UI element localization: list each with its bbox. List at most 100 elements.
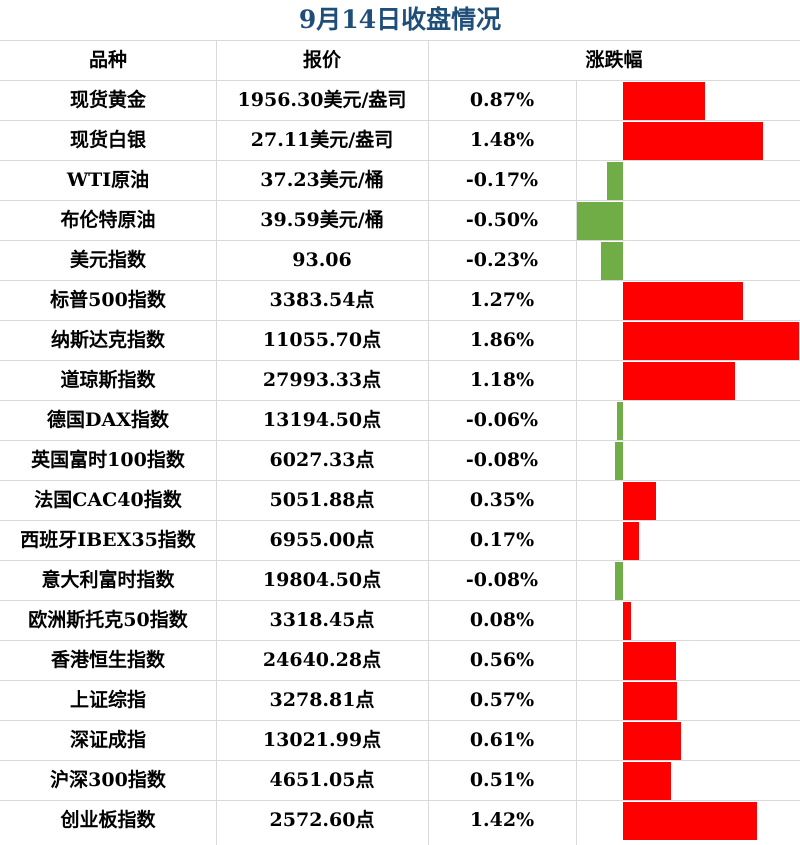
instrument-name: 布伦特原油 bbox=[60, 209, 156, 231]
change-percent: 0.61% bbox=[469, 729, 535, 751]
instrument-price: 93.06 bbox=[292, 249, 352, 271]
instrument-price: 3383.54点 bbox=[269, 289, 375, 311]
instrument-name: 上证综指 bbox=[69, 689, 146, 711]
table-row: 标普500指数 3383.54点 1.27% bbox=[0, 280, 800, 320]
change-bar bbox=[623, 522, 640, 560]
table-row: 布伦特原油 39.59美元/桶 -0.50% bbox=[0, 200, 800, 240]
instrument-name: 沪深300指数 bbox=[50, 769, 166, 791]
instrument-price: 27993.33点 bbox=[262, 369, 382, 391]
change-bar bbox=[623, 282, 744, 320]
instrument-price: 13194.50点 bbox=[262, 409, 382, 431]
instrument-name: 欧洲斯托克50指数 bbox=[28, 609, 188, 631]
change-percent: 0.57% bbox=[469, 689, 535, 711]
table-row: 德国DAX指数 13194.50点 -0.06% bbox=[0, 400, 800, 440]
change-bar bbox=[623, 122, 764, 160]
col-divider-3 bbox=[576, 80, 577, 845]
change-percent: -0.50% bbox=[465, 209, 539, 231]
change-bar bbox=[623, 362, 735, 400]
table-row: 现货黄金 1956.30美元/盎司 0.87% bbox=[0, 80, 800, 120]
change-bar bbox=[623, 722, 681, 760]
change-percent: -0.06% bbox=[465, 409, 539, 431]
instrument-name: 美元指数 bbox=[69, 249, 146, 271]
table-row: 道琼斯指数 27993.33点 1.18% bbox=[0, 360, 800, 400]
instrument-price: 27.11美元/盎司 bbox=[250, 129, 394, 151]
change-percent: 1.86% bbox=[469, 329, 535, 351]
instrument-price: 3278.81点 bbox=[269, 689, 375, 711]
change-percent: 0.35% bbox=[469, 489, 535, 511]
table-row: 深证成指 13021.99点 0.61% bbox=[0, 720, 800, 760]
change-percent: -0.08% bbox=[465, 569, 539, 591]
change-bar bbox=[623, 682, 677, 720]
instrument-price: 19804.50点 bbox=[262, 569, 382, 591]
instrument-name: 深证成指 bbox=[69, 729, 146, 751]
instrument-price: 37.23美元/桶 bbox=[260, 169, 384, 191]
table-row: WTI原油 37.23美元/桶 -0.17% bbox=[0, 160, 800, 200]
change-percent: 0.87% bbox=[469, 89, 535, 111]
instrument-name: 道琼斯指数 bbox=[60, 369, 156, 391]
instrument-price: 2572.60点 bbox=[269, 809, 375, 831]
change-percent: 1.48% bbox=[469, 129, 535, 151]
change-percent: 0.51% bbox=[469, 769, 535, 791]
table-row: 现货白银 27.11美元/盎司 1.48% bbox=[0, 120, 800, 160]
instrument-name: 纳斯达克指数 bbox=[50, 329, 165, 351]
change-percent: 1.42% bbox=[469, 809, 535, 831]
header-change: 涨跌幅 bbox=[585, 49, 643, 71]
instrument-price: 1956.30美元/盎司 bbox=[237, 89, 407, 111]
change-bar bbox=[623, 82, 706, 120]
instrument-name: 英国富时100指数 bbox=[31, 449, 185, 471]
instrument-price: 11055.70点 bbox=[262, 329, 382, 351]
instrument-price: 6027.33点 bbox=[269, 449, 375, 471]
table-row: 香港恒生指数 24640.28点 0.56% bbox=[0, 640, 800, 680]
change-bar bbox=[615, 442, 623, 480]
change-bar bbox=[575, 202, 623, 240]
instrument-price: 24640.28点 bbox=[262, 649, 382, 671]
header-name: 品种 bbox=[88, 49, 127, 71]
change-percent: 0.17% bbox=[469, 529, 535, 551]
instrument-name: 标普500指数 bbox=[50, 289, 166, 311]
instrument-price: 6955.00点 bbox=[269, 529, 375, 551]
instrument-price: 39.59美元/桶 bbox=[260, 209, 384, 231]
change-percent: 0.56% bbox=[469, 649, 535, 671]
change-bar bbox=[623, 482, 657, 520]
page-title: 9月14日收盘情况 bbox=[298, 5, 502, 34]
table-row: 英国富时100指数 6027.33点 -0.08% bbox=[0, 440, 800, 480]
instrument-price: 4651.05点 bbox=[269, 769, 375, 791]
change-bar bbox=[606, 162, 623, 200]
change-bar bbox=[623, 322, 799, 360]
instrument-name: WTI原油 bbox=[66, 169, 150, 191]
change-percent: 1.27% bbox=[469, 289, 535, 311]
change-bar bbox=[601, 242, 623, 280]
table-row: 欧洲斯托克50指数 3318.45点 0.08% bbox=[0, 600, 800, 640]
table-row: 西班牙IBEX35指数 6955.00点 0.17% bbox=[0, 520, 800, 560]
change-percent: -0.08% bbox=[465, 449, 539, 471]
table-row: 法国CAC40指数 5051.88点 0.35% bbox=[0, 480, 800, 520]
table-row: 意大利富时指数 19804.50点 -0.08% bbox=[0, 560, 800, 600]
change-bar bbox=[623, 602, 631, 640]
instrument-price: 13021.99点 bbox=[262, 729, 382, 751]
change-percent: 1.18% bbox=[469, 369, 535, 391]
change-percent: -0.17% bbox=[465, 169, 539, 191]
instrument-name: 意大利富时指数 bbox=[41, 569, 175, 591]
col-divider-2 bbox=[428, 40, 429, 845]
change-percent: 0.08% bbox=[469, 609, 535, 631]
instrument-name: 德国DAX指数 bbox=[47, 409, 169, 431]
instrument-name: 现货白银 bbox=[69, 129, 146, 151]
table-header: 品种 报价 涨跌幅 bbox=[0, 40, 800, 80]
header-price: 报价 bbox=[302, 49, 341, 71]
change-bar bbox=[617, 402, 623, 440]
table-row: 上证综指 3278.81点 0.57% bbox=[0, 680, 800, 720]
change-percent: -0.23% bbox=[465, 249, 539, 271]
instrument-price: 5051.88点 bbox=[269, 489, 375, 511]
instrument-name: 香港恒生指数 bbox=[50, 649, 165, 671]
change-bar bbox=[615, 562, 623, 600]
change-bar bbox=[623, 802, 758, 840]
instrument-name: 法国CAC40指数 bbox=[34, 489, 182, 511]
col-divider-1 bbox=[216, 40, 217, 845]
instrument-price: 3318.45点 bbox=[269, 609, 375, 631]
instrument-name: 西班牙IBEX35指数 bbox=[20, 529, 196, 551]
table-row: 创业板指数 2572.60点 1.42% bbox=[0, 800, 800, 840]
table-row: 纳斯达克指数 11055.70点 1.86% bbox=[0, 320, 800, 360]
table-row: 沪深300指数 4651.05点 0.51% bbox=[0, 760, 800, 800]
instrument-name: 现货黄金 bbox=[69, 89, 146, 111]
instrument-name: 创业板指数 bbox=[60, 809, 156, 831]
